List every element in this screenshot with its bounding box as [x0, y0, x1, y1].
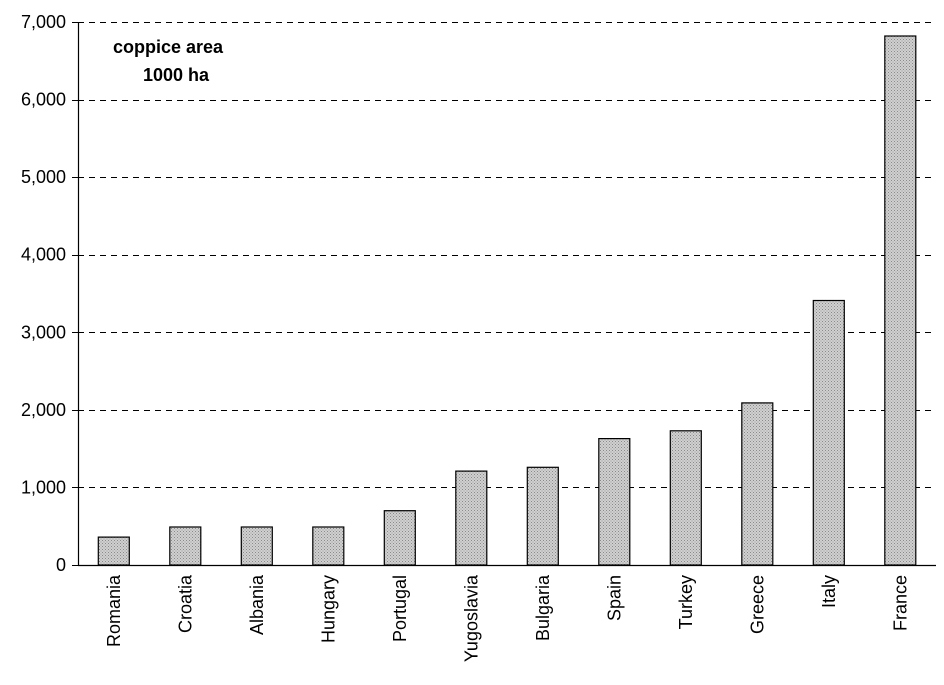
y-tick-label: 5,000: [21, 167, 66, 187]
y-tick-label: 7,000: [21, 12, 66, 32]
bar-portugal: [383, 510, 416, 566]
bars: [97, 35, 917, 566]
bar-romania: [97, 536, 130, 566]
x-tick-label-spain: Spain: [604, 575, 624, 621]
x-tick-label-albania: Albania: [247, 574, 267, 635]
x-tick-label-italy: Italy: [819, 575, 839, 608]
y-tick-label: 4,000: [21, 245, 66, 265]
x-tick-label-portugal: Portugal: [390, 575, 410, 642]
bar-albania: [240, 526, 273, 566]
x-tick-label-yugoslavia: Yugoslavia: [461, 574, 481, 662]
x-tick-label-croatia: Croatia: [175, 574, 195, 633]
x-tick-label-romania: Romania: [104, 574, 124, 647]
chart-title-block: coppice area 1000 ha: [113, 37, 224, 85]
bar-greece: [741, 402, 774, 566]
bar-italy: [812, 299, 845, 566]
bar-croatia: [169, 526, 202, 566]
y-tick-label: 2,000: [21, 400, 66, 420]
x-tick-label-turkey: Turkey: [676, 575, 696, 629]
category-labels: Romania Croatia Albania Hungary Portugal Yugo…: [104, 574, 910, 662]
y-tick-label: 0: [56, 555, 66, 575]
x-tick-label-bulgaria: Bulgaria: [533, 574, 553, 641]
y-tick-label: 1,000: [21, 477, 66, 497]
chart-subtitle: 1000 ha: [143, 65, 210, 85]
chart-title: coppice area: [113, 37, 224, 57]
y-tick-labels: 0 1,000 2,000 3,000 4,000 5,000 6,000 7,000: [21, 12, 66, 575]
bar-hungary: [312, 526, 345, 566]
bar-bulgaria: [526, 466, 559, 566]
bar-turkey: [669, 430, 702, 566]
bar-france: [884, 35, 917, 566]
gridlines: [78, 22, 936, 488]
bar-spain: [598, 438, 631, 566]
x-tick-label-greece: Greece: [747, 575, 767, 634]
x-tick-label-hungary: Hungary: [318, 575, 338, 643]
y-tick-label: 3,000: [21, 322, 66, 342]
axes: [72, 22, 936, 567]
bar-yugoslavia: [455, 470, 488, 566]
x-tick-label-france: France: [890, 575, 910, 631]
y-tick-label: 6,000: [21, 90, 66, 110]
